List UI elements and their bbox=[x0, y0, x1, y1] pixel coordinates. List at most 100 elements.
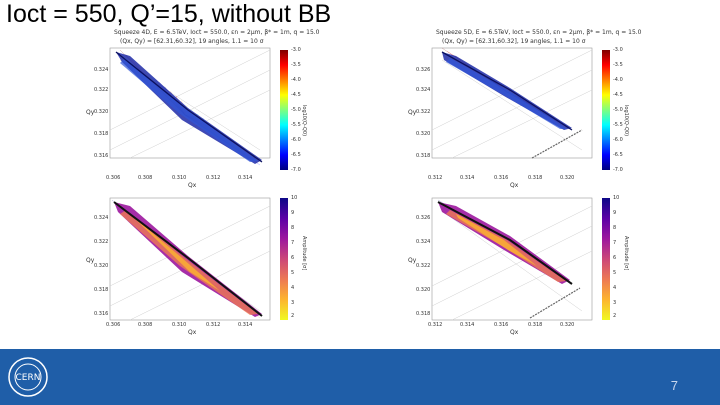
y-tick: 0.322 bbox=[94, 87, 109, 93]
colorbar-tick: -4.5 bbox=[291, 92, 301, 98]
colorbar-tick: 3 bbox=[613, 300, 617, 306]
x-axis-label: Qx bbox=[188, 329, 197, 336]
colorbar-tick: 4 bbox=[613, 285, 617, 291]
y-tick: 0.320 bbox=[416, 131, 431, 137]
x-tick: 0.308 bbox=[138, 322, 153, 328]
colorbar-tick: 4 bbox=[291, 285, 295, 291]
x-tick: 0.310 bbox=[172, 175, 187, 181]
y-tick: 0.318 bbox=[416, 311, 431, 317]
page-number: 7 bbox=[670, 378, 678, 393]
x-tick: 0.314 bbox=[238, 175, 253, 181]
x-tick: 0.312 bbox=[206, 175, 221, 181]
y-tick: 0.318 bbox=[94, 131, 109, 137]
y-tick: 0.318 bbox=[94, 287, 109, 293]
y-axis-label: Qy bbox=[86, 109, 95, 116]
colorbar-tick: -3.0 bbox=[291, 47, 301, 53]
colorbar-tick: 2 bbox=[291, 313, 295, 319]
colorbar-tick: 8 bbox=[291, 225, 295, 231]
y-tick: 0.322 bbox=[94, 239, 109, 245]
x-tick: 0.312 bbox=[428, 175, 443, 181]
colorbar-tick: -5.5 bbox=[613, 122, 623, 128]
x-tick: 0.312 bbox=[428, 322, 443, 328]
y-tick: 0.322 bbox=[416, 263, 431, 269]
colorbar bbox=[602, 50, 610, 170]
colorbar-tick: 9 bbox=[613, 210, 617, 216]
y-tick: 0.320 bbox=[94, 109, 109, 115]
y-tick: 0.320 bbox=[94, 263, 109, 269]
colorbar-tick: -3.5 bbox=[291, 62, 301, 68]
footprint-plot bbox=[109, 197, 271, 321]
svg-text:CERN: CERN bbox=[16, 373, 41, 383]
colorbar-tick: -5.5 bbox=[291, 122, 301, 128]
tune-footprint-panel-top-right: Squeeze 5D, E = 6.5TeV, Ioct = 550.0, εn… bbox=[408, 30, 642, 189]
colorbar-tick: 10 bbox=[291, 195, 298, 201]
footprint-plot bbox=[109, 47, 271, 166]
colorbar-tick: -6.0 bbox=[613, 137, 623, 143]
y-tick: 0.318 bbox=[416, 153, 431, 159]
x-axis-label: Qx bbox=[510, 329, 519, 336]
colorbar-tick: 5 bbox=[613, 270, 617, 276]
colorbar-tick: 10 bbox=[613, 195, 620, 201]
tune-footprint-panel-bottom-left: 0.324 0.322 0.320 0.318 0.316 Qy 0.306 0… bbox=[86, 195, 307, 336]
x-tick: 0.314 bbox=[460, 175, 475, 181]
colorbar-tick: -6.5 bbox=[291, 152, 301, 158]
x-tick: 0.320 bbox=[560, 175, 575, 181]
colorbar-tick: -7.0 bbox=[291, 167, 301, 173]
colorbar-label: log10(Q-Q0) bbox=[623, 105, 629, 137]
colorbar-label: log10(Q-Q0) bbox=[301, 105, 307, 137]
panel-header-line2: (Qx, Qy) = [62.31,60.32], 19 angles, 1.1… bbox=[442, 38, 586, 45]
x-tick: 0.318 bbox=[528, 175, 543, 181]
colorbar-tick: -5.0 bbox=[613, 107, 623, 113]
colorbar-tick: 7 bbox=[613, 240, 617, 246]
footprint-plot bbox=[431, 197, 593, 321]
footprint-plot bbox=[431, 47, 593, 159]
colorbar-tick: 7 bbox=[291, 240, 295, 246]
y-tick: 0.324 bbox=[94, 67, 109, 73]
y-tick: 0.322 bbox=[416, 109, 431, 115]
colorbar-tick: 9 bbox=[291, 210, 295, 216]
colorbar-tick: 6 bbox=[613, 255, 617, 261]
x-tick: 0.320 bbox=[560, 322, 575, 328]
colorbar-tick: -4.0 bbox=[291, 77, 301, 83]
cern-logo: CERN bbox=[8, 357, 48, 397]
y-tick: 0.320 bbox=[416, 287, 431, 293]
x-tick: 0.316 bbox=[494, 175, 509, 181]
panel-header-line2: (Qx, Qy) = [62.31,60.32], 19 angles, 1.1… bbox=[120, 38, 264, 45]
colorbar-tick: -4.5 bbox=[613, 92, 623, 98]
y-tick: 0.324 bbox=[94, 215, 109, 221]
y-tick: 0.324 bbox=[416, 239, 431, 245]
x-tick: 0.306 bbox=[106, 175, 121, 181]
colorbar-tick: 3 bbox=[291, 300, 295, 306]
y-tick: 0.316 bbox=[94, 311, 109, 317]
colorbar-tick: 8 bbox=[613, 225, 617, 231]
x-tick: 0.312 bbox=[206, 322, 221, 328]
colorbar-tick: 5 bbox=[291, 270, 295, 276]
colorbar-tick: -3.5 bbox=[613, 62, 623, 68]
colorbar-tick: 6 bbox=[291, 255, 295, 261]
x-tick: 0.308 bbox=[138, 175, 153, 181]
x-axis-label: Qx bbox=[510, 182, 519, 189]
x-tick: 0.318 bbox=[528, 322, 543, 328]
y-tick: 0.326 bbox=[416, 215, 431, 221]
x-tick: 0.314 bbox=[238, 322, 253, 328]
colorbar bbox=[602, 198, 610, 320]
y-tick: 0.316 bbox=[94, 153, 109, 159]
colorbar-tick: -4.0 bbox=[613, 77, 623, 83]
footer-bar: CERN 7 bbox=[0, 349, 720, 405]
slide-title: Ioct = 550, Q’=15, without BB bbox=[6, 0, 332, 28]
y-tick: 0.324 bbox=[416, 87, 431, 93]
x-tick: 0.310 bbox=[172, 322, 187, 328]
panel-header-line1: Squeeze 5D, E = 6.5TeV, Ioct = 550.0, εn… bbox=[436, 29, 642, 36]
y-axis-label: Qy bbox=[86, 257, 95, 264]
colorbar bbox=[280, 50, 288, 170]
colorbar-label: Amplitude [σ] bbox=[623, 236, 629, 271]
tune-footprint-panel-bottom-right: 0.326 0.324 0.322 0.320 0.318 Qy 0.312 0… bbox=[408, 195, 629, 336]
x-tick: 0.316 bbox=[494, 322, 509, 328]
colorbar-tick: -6.5 bbox=[613, 152, 623, 158]
colorbar-tick: -5.0 bbox=[291, 107, 301, 113]
colorbar-label: Amplitude [σ] bbox=[301, 236, 307, 271]
x-tick: 0.314 bbox=[460, 322, 475, 328]
tune-footprint-panel-top-left: Squeeze 4D, E = 6.5TeV, Ioct = 550.0, εn… bbox=[86, 30, 320, 189]
y-tick: 0.326 bbox=[416, 67, 431, 73]
colorbar bbox=[280, 198, 288, 320]
